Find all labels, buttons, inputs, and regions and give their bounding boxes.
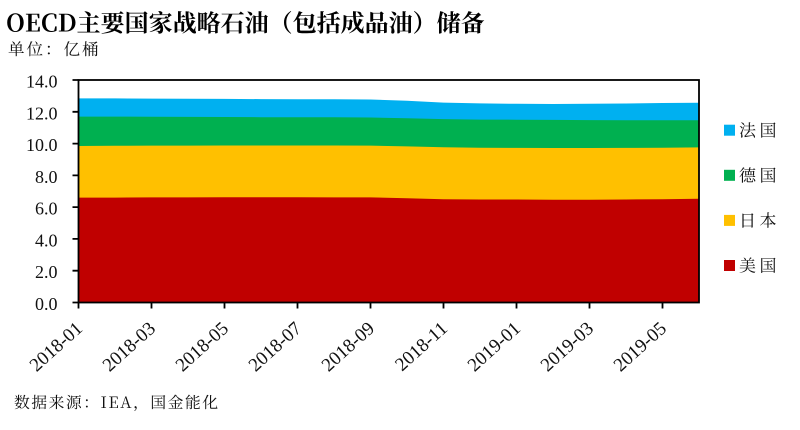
svg-text:6.0: 6.0 bbox=[35, 199, 58, 219]
svg-text:0.0: 0.0 bbox=[35, 294, 58, 314]
svg-text:2.0: 2.0 bbox=[35, 262, 58, 282]
svg-text:8.0: 8.0 bbox=[35, 167, 58, 187]
svg-text:4.0: 4.0 bbox=[35, 230, 58, 250]
svg-text:14.0: 14.0 bbox=[26, 72, 58, 92]
svg-text:10.0: 10.0 bbox=[26, 135, 58, 155]
svg-text:12.0: 12.0 bbox=[26, 103, 58, 123]
